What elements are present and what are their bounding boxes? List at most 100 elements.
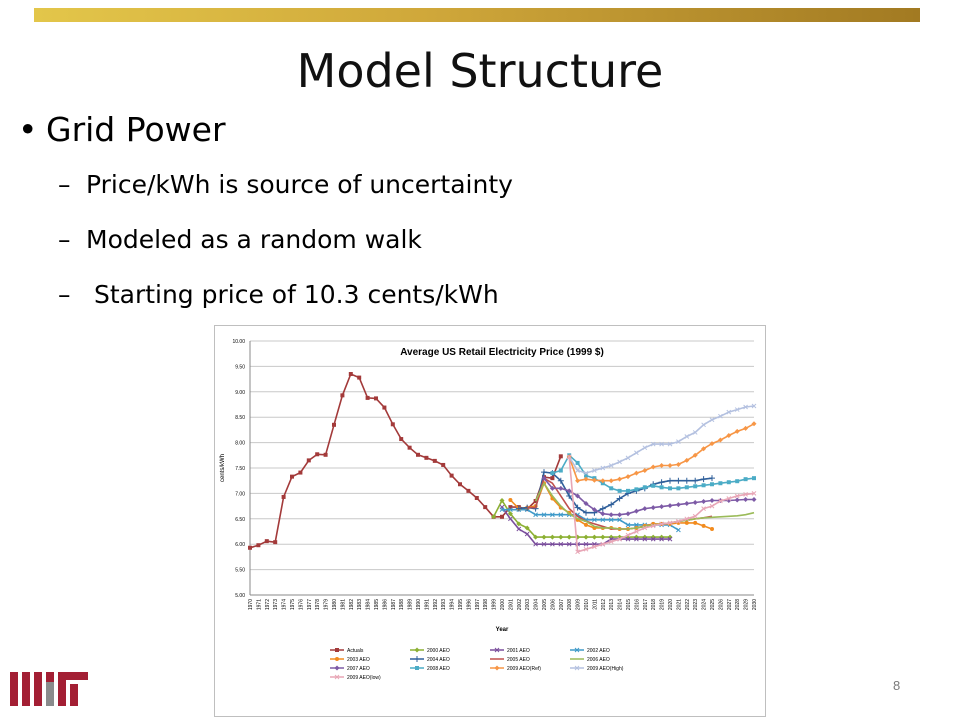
data-point-2002-aeo <box>592 517 597 523</box>
data-point-2007-aeo <box>701 499 707 505</box>
x-tick-label: 2002 <box>517 599 523 610</box>
x-tick-label: 2009 <box>576 599 582 610</box>
data-point-2001-aeo <box>642 536 648 542</box>
x-tick-label: 1989 <box>408 599 414 610</box>
data-point-2009-aeo-low <box>600 541 606 547</box>
data-point-2004-aeo <box>658 479 665 486</box>
data-point-2009-aeo-low <box>634 529 639 534</box>
data-point-2009-aeo-low <box>718 498 723 504</box>
x-tick-label: 1988 <box>399 599 405 610</box>
data-point-2008-aeo <box>752 476 756 481</box>
data-point-2008-aeo <box>642 485 647 490</box>
legend-marker-2002-aeo <box>574 647 580 653</box>
data-point-2009-aeo-low <box>676 518 681 524</box>
sub-bullet-text: Price/kWh is source of uncertainty <box>86 170 513 199</box>
data-point-2007-aeo <box>751 496 757 502</box>
x-tick-label: 1976 <box>298 599 304 610</box>
data-point-2001-aeo <box>583 541 589 547</box>
y-tick-label: 7.00 <box>235 491 245 497</box>
data-point-2008-aeo <box>617 488 622 493</box>
data-point-actuals <box>432 458 437 463</box>
x-tick-label: 2029 <box>744 599 750 610</box>
data-point-2009-aeo-ref <box>667 462 673 468</box>
data-point-actuals <box>273 540 278 545</box>
data-point-2009-aeo-ref <box>692 452 698 458</box>
data-point-2003-aeo <box>508 498 513 503</box>
x-tick-label: 2012 <box>601 599 607 610</box>
x-tick-label: 1999 <box>492 599 498 610</box>
legend-marker-2009-aeo-ref <box>494 665 500 671</box>
data-point-2009-aeo-high <box>709 417 715 423</box>
data-point-2008-aeo <box>726 480 731 485</box>
data-point-2007-aeo <box>541 475 547 481</box>
data-point-2009-aeo-ref <box>583 476 589 482</box>
data-point-2000-aeo <box>558 534 564 540</box>
x-tick-label: 2021 <box>676 599 682 610</box>
legend-marker-2007-aeo <box>334 665 340 671</box>
data-point-2000-aeo <box>524 525 530 531</box>
data-point-2002-aeo <box>558 512 564 518</box>
data-point-actuals <box>483 505 488 510</box>
data-point-2009-aeo-low <box>701 506 706 511</box>
series-line-2000-aeo <box>492 498 670 538</box>
legend-marker-2004-aeo <box>414 656 420 662</box>
y-tick-label: 7.50 <box>235 466 245 472</box>
data-point-2008-aeo <box>668 486 672 491</box>
data-point-2009-aeo-ref <box>608 478 614 484</box>
data-point-2009-aeo-ref <box>743 425 749 431</box>
data-point-2009-aeo-low <box>684 516 690 522</box>
x-tick-label: 2020 <box>668 599 674 610</box>
x-tick-label: 2028 <box>735 599 741 610</box>
data-point-2001-aeo <box>566 541 572 547</box>
data-point-2007-aeo <box>566 488 572 494</box>
data-point-2008-aeo <box>701 483 706 488</box>
data-point-2003-aeo <box>710 526 714 531</box>
legend-marker-2009-aeo-high <box>574 665 580 671</box>
data-point-actuals <box>533 499 538 504</box>
data-point-2001-aeo <box>524 531 530 537</box>
data-point-2004-aeo <box>667 477 673 484</box>
mit-logo-icon <box>10 672 88 706</box>
legend-label-2009-aeo-high: 2009 AEO(High) <box>587 666 624 672</box>
data-point-2007-aeo <box>549 485 555 491</box>
x-tick-label: 2004 <box>534 599 540 610</box>
data-point-2009-aeo-high <box>751 403 757 409</box>
x-tick-label: 1974 <box>282 599 288 610</box>
data-point-2009-aeo-low <box>566 454 572 460</box>
data-point-2007-aeo <box>692 500 698 506</box>
data-point-2000-aeo <box>600 534 606 540</box>
chart-svg: 5.00 5.50 6.00 6.50 7.00 7.50 8.00 8.50 9.00 9.50… <box>214 325 766 717</box>
data-point-actuals <box>458 482 462 487</box>
data-point-2001-aeo <box>634 536 639 542</box>
data-point-2009-aeo-ref <box>751 421 757 427</box>
data-point-2009-aeo-ref <box>675 461 681 467</box>
data-point-2004-aeo <box>683 477 690 484</box>
data-point-2009-aeo-ref <box>717 437 723 443</box>
legend-label-2009-aeo-ref: 2009 AEO(Ref) <box>507 666 541 672</box>
data-point-2001-aeo <box>650 536 656 542</box>
data-point-2008-aeo <box>550 471 555 476</box>
data-point-2004-aeo <box>574 504 581 511</box>
data-point-2000-aeo <box>591 534 597 540</box>
data-point-2001-aeo <box>508 516 513 522</box>
sub-bullet-3: – Starting price of 10.3 cents/kWh <box>58 280 499 309</box>
x-tick-label: 1970 <box>248 599 254 610</box>
data-point-2002-aeo <box>533 512 538 518</box>
x-tick-label: 1984 <box>366 599 372 610</box>
data-point-2008-aeo <box>710 482 714 487</box>
x-tick-label: 2014 <box>618 599 624 610</box>
data-point-2009-aeo-low <box>650 523 656 529</box>
data-point-actuals <box>340 393 345 398</box>
x-tick-label: 2019 <box>660 599 666 610</box>
x-tick-label: 2026 <box>718 599 724 610</box>
data-point-actuals <box>306 458 311 463</box>
legend-label-2006-aeo: 2006 AEO <box>587 657 610 663</box>
data-point-2004-aeo <box>583 509 589 516</box>
x-tick-label: 2016 <box>634 599 640 610</box>
x-tick-label: 1992 <box>433 599 439 610</box>
data-point-2007-aeo <box>659 504 665 510</box>
data-point-2009-aeo-low <box>608 539 614 545</box>
data-point-2009-aeo-low <box>726 496 732 501</box>
data-point-2008-aeo <box>651 483 656 488</box>
y-tick-label: 10.00 <box>232 339 245 345</box>
